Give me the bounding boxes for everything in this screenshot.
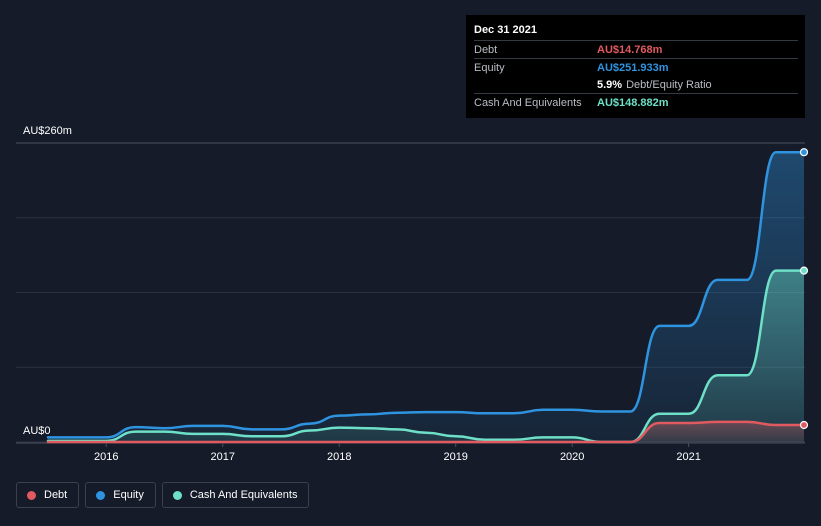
y-axis-bottom-label: AU$0 [23, 425, 51, 437]
tooltip-ratio-value: 5.9% [597, 78, 623, 91]
area-equity [48, 152, 804, 442]
legend-cash-label: Cash And Equivalents [189, 489, 298, 501]
tooltip-equity-label: Equity [474, 61, 505, 74]
line-equity [46, 150, 806, 439]
tooltip-equity-value: AU$251.933m [597, 61, 669, 74]
series-end-markers [799, 148, 809, 430]
legend-debt-label: Debt [44, 489, 68, 501]
tooltip-row-debt: Debt AU$14.768m [474, 40, 798, 58]
tooltip-cash-value: AU$148.882m [597, 96, 669, 109]
legend-cash-dot-icon [172, 490, 182, 500]
tooltip-debt-label: Debt [474, 43, 498, 56]
line-debt [46, 420, 806, 444]
legend-item-cash[interactable]: Cash And Equivalents [161, 482, 310, 508]
legend-equity-dot-icon [96, 490, 106, 500]
tooltip-date: Dec 31 2021 [474, 24, 537, 36]
x-axis-ticks: 2016 2017 2018 2019 2020 2021 [94, 443, 701, 463]
area-debt [48, 421, 804, 442]
legend-item-equity[interactable]: Equity [85, 482, 156, 508]
x-tick-label: 2019 [443, 451, 467, 463]
tooltip-panel: Dec 31 2021 Debt AU$14.768m Equity AU$25… [466, 15, 805, 118]
end-marker-cash [799, 266, 809, 275]
end-marker-debt [799, 420, 809, 430]
series-areas [48, 152, 804, 442]
tooltip-row-cash: Cash And Equivalents AU$148.882m [474, 93, 798, 111]
end-marker-equity [799, 148, 809, 157]
x-tick-label: 2017 [210, 451, 234, 463]
tooltip-row-ratio: 5.9% Debt/Equity Ratio [474, 76, 798, 93]
line-cash [46, 269, 806, 444]
legend-item-debt[interactable]: Debt [16, 482, 80, 508]
tooltip-row-equity: Equity AU$251.933m [474, 58, 798, 76]
x-tick-label: 2021 [676, 451, 700, 463]
y-axis-top-label: AU$260m [23, 125, 72, 137]
legend-equity-label: Equity [113, 489, 144, 501]
series-lines [46, 150, 806, 444]
tooltip-ratio-label: Debt/Equity Ratio [626, 78, 712, 91]
legend-debt-dot-icon [27, 490, 36, 500]
chart-legend: Debt Equity Cash And Equivalents [16, 482, 310, 508]
x-tick-label: 2018 [327, 451, 351, 463]
tooltip-cash-label: Cash And Equivalents [474, 96, 582, 109]
x-tick-label: 2016 [94, 451, 118, 463]
tooltip-debt-value: AU$14.768m [597, 43, 663, 56]
x-tick-label: 2020 [560, 451, 584, 463]
